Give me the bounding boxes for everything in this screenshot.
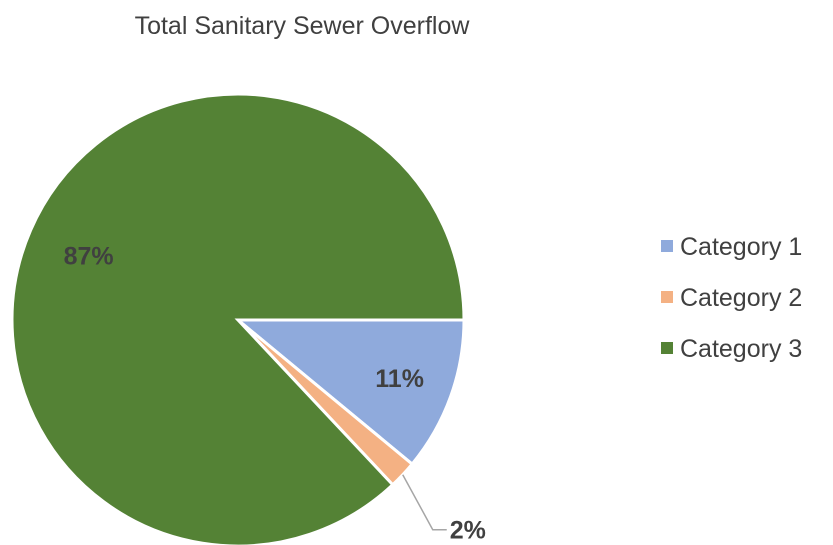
chart-title: Total Sanitary Sewer Overflow <box>135 12 471 40</box>
pie-slice-category-1 <box>233 318 466 467</box>
legend-label-1: Category 1 <box>680 233 802 261</box>
leader-line-2 <box>402 474 447 531</box>
data-labels: 11% 2% 87% <box>64 242 486 544</box>
legend: Category 1 Category 2 Category 3 <box>661 233 802 363</box>
data-label-1: 11% <box>375 365 424 393</box>
legend-label-3: Category 3 <box>680 335 802 363</box>
legend-label-2: Category 2 <box>680 284 802 312</box>
legend-swatch-3 <box>661 342 673 354</box>
pie-slices <box>10 92 466 545</box>
pie-slice-category-3 <box>10 92 466 545</box>
data-label-3: 87% <box>64 242 114 270</box>
legend-swatch-1 <box>661 240 673 252</box>
data-label-2: 2% <box>450 517 486 545</box>
legend-swatch-2 <box>661 291 673 303</box>
